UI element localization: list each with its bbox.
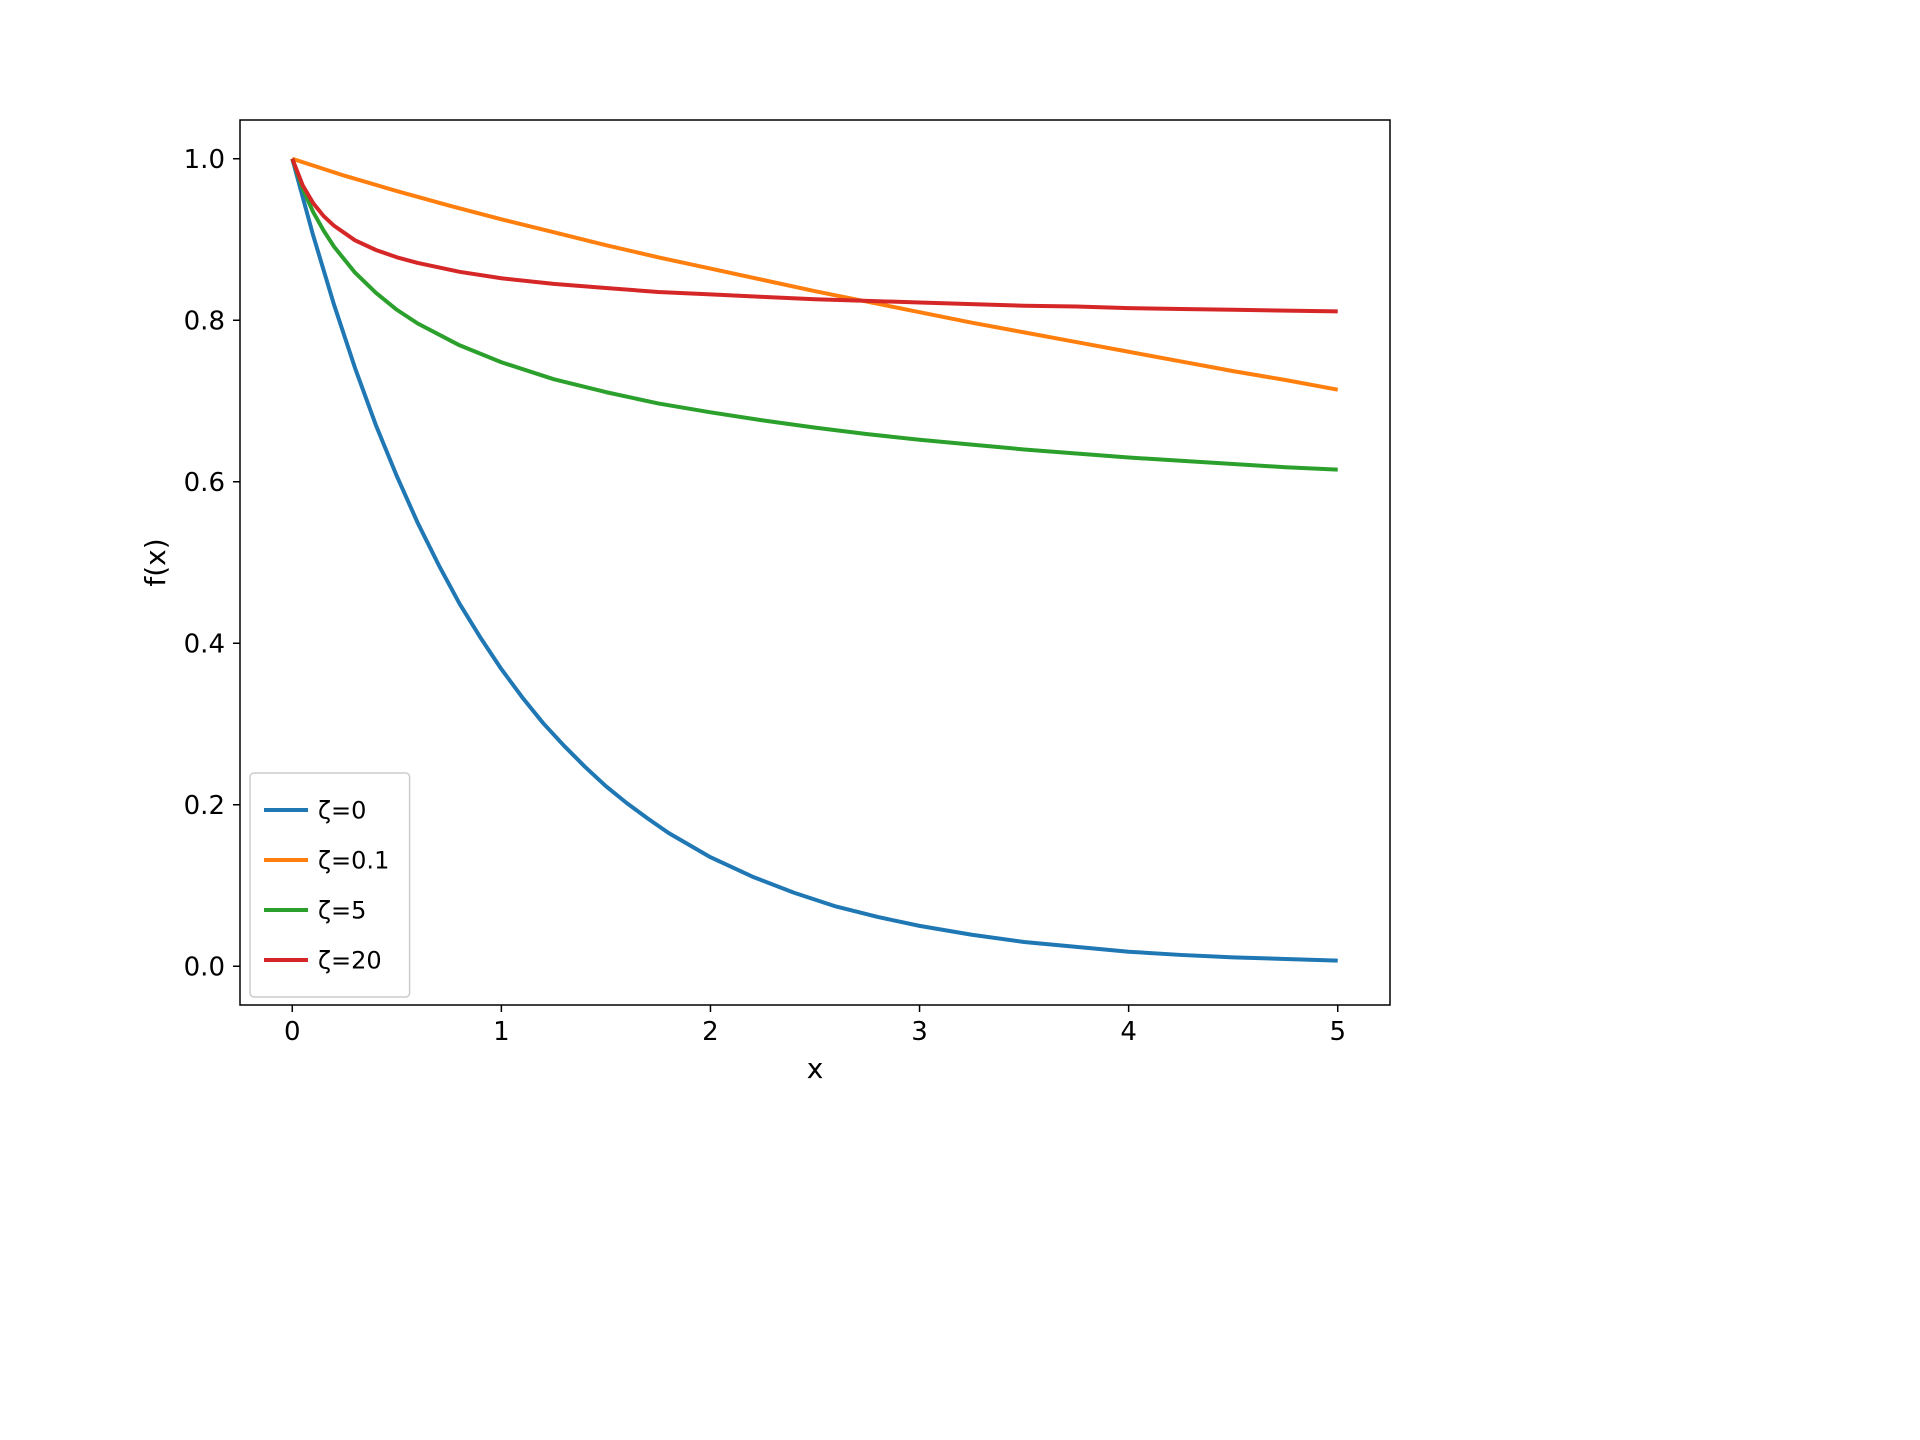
x-tick-label: 0 — [284, 1017, 301, 1047]
legend: ζ=0 ζ=0.1 ζ=5 ζ=20 — [250, 773, 410, 997]
y-tick-label: 0.4 — [184, 629, 225, 659]
line-chart: 0 1 2 3 4 5 0.0 0.2 0.4 0.6 0.8 1.0 x f(x) ζ=0 ζ=0.1 ζ=5… — [130, 95, 1420, 1085]
legend-label: ζ=20 — [318, 946, 382, 974]
legend-label: ζ=5 — [318, 896, 366, 924]
legend-label: ζ=0.1 — [318, 846, 389, 874]
y-tick-label: 0.6 — [184, 468, 225, 498]
y-tick-label: 0.0 — [184, 952, 225, 982]
x-tick-label: 1 — [493, 1017, 510, 1047]
x-tick-label: 5 — [1329, 1017, 1346, 1047]
y-tick-label: 1.0 — [184, 145, 225, 175]
y-tick-label: 0.8 — [184, 306, 225, 336]
x-tick-label: 2 — [702, 1017, 719, 1047]
y-axis-label: f(x) — [139, 538, 172, 586]
x-axis-label: x — [807, 1052, 824, 1085]
legend-label: ζ=0 — [318, 796, 366, 824]
x-tick-label: 4 — [1120, 1017, 1137, 1047]
chart-svg: 0 1 2 3 4 5 0.0 0.2 0.4 0.6 0.8 1.0 x f(x) ζ=0 ζ=0.1 ζ=5… — [130, 95, 1420, 1085]
y-tick-label: 0.2 — [184, 791, 225, 821]
x-tick-label: 3 — [911, 1017, 928, 1047]
